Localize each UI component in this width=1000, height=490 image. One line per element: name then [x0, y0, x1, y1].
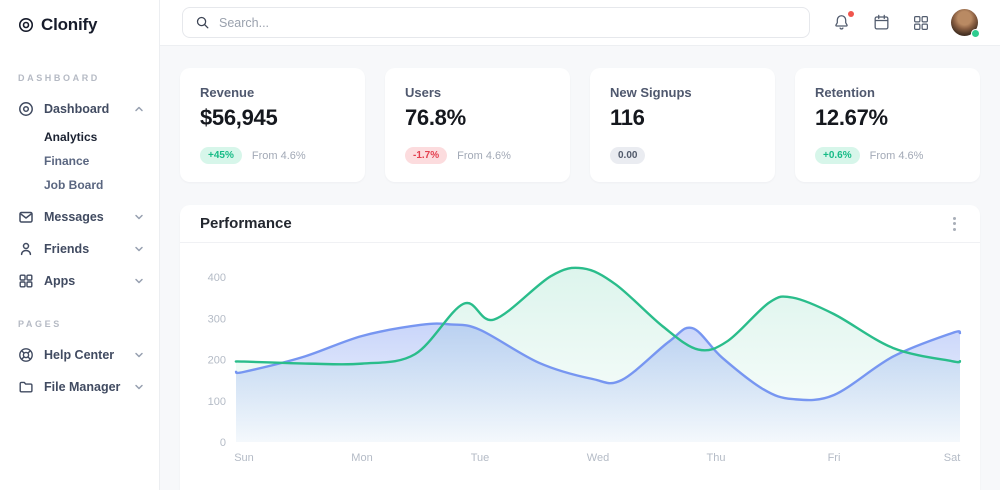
sidebar-item-label: Help Center — [44, 348, 115, 362]
lifebuoy-icon — [19, 348, 33, 362]
calendar-button[interactable] — [872, 13, 891, 32]
performance-card: Performance 0 100 200 300 400 Sun Mon Tue Wed Thu… — [180, 205, 980, 490]
notification-dot — [848, 11, 854, 17]
stat-card-title: Users — [405, 85, 442, 100]
stat-card-new-signups: New Signups 116 0.00 — [590, 68, 775, 182]
sidebar-item-dashboard[interactable]: Dashboard — [0, 93, 159, 125]
chevron-down-icon — [133, 243, 145, 255]
sidebar-item-help-center[interactable]: Help Center — [0, 339, 159, 371]
stat-badge: -1.7% — [405, 147, 448, 164]
dashboard-submenu: Analytics Finance Job Board — [0, 125, 159, 197]
stat-badge: +0.6% — [815, 147, 860, 164]
user-avatar[interactable] — [951, 9, 980, 38]
stat-card-retention: Retention 12.67% +0.6% From 4.6% — [795, 68, 980, 182]
stat-card-value: 116 — [610, 105, 645, 130]
svg-text:100: 100 — [208, 396, 226, 408]
stat-card-value: 76.8% — [405, 105, 466, 130]
apps-launcher-button[interactable] — [912, 14, 930, 32]
calendar-icon — [874, 14, 889, 30]
svg-text:Mon: Mon — [351, 452, 372, 464]
stat-card-value: 12.67% — [815, 105, 888, 130]
svg-text:200: 200 — [208, 355, 226, 367]
sidebar: Clonify DASHBOARD Dashboard Analytics Fi… — [0, 0, 160, 490]
svg-text:Thu: Thu — [707, 452, 726, 464]
section-label-pages: PAGES — [18, 319, 62, 329]
stat-card-title: Retention — [815, 85, 875, 100]
dashboard-target-icon — [19, 102, 33, 116]
svg-text:0: 0 — [220, 437, 226, 449]
chevron-down-icon — [133, 349, 145, 361]
kebab-menu-icon[interactable] — [949, 213, 960, 235]
sidebar-item-file-manager[interactable]: File Manager — [0, 371, 159, 403]
search-box[interactable] — [182, 7, 810, 38]
sidebar-item-label: File Manager — [44, 380, 121, 394]
stat-card-revenue: Revenue $56,945 +45% From 4.6% — [180, 68, 365, 182]
stat-badge: +45% — [200, 147, 242, 164]
stat-card-title: Revenue — [200, 85, 255, 100]
chart-title: Performance — [200, 215, 292, 232]
svg-text:Fri: Fri — [828, 452, 841, 464]
online-status-dot — [971, 29, 980, 38]
sidebar-item-label: Messages — [44, 210, 104, 224]
stat-badge: 0.00 — [610, 147, 646, 164]
sidebar-item-label: Dashboard — [44, 102, 110, 116]
grid-icon — [19, 274, 33, 288]
chevron-down-icon — [133, 381, 145, 393]
logo-text: Clonify — [41, 15, 98, 34]
stat-card-title: New Signups — [610, 85, 692, 100]
notifications-button[interactable] — [832, 11, 854, 32]
bell-icon — [835, 15, 848, 30]
stat-card-value: $56,945 — [200, 105, 278, 130]
chevron-down-icon — [133, 275, 145, 287]
stat-card-users: Users 76.8% -1.7% From 4.6% — [385, 68, 570, 182]
chevron-down-icon — [133, 211, 145, 223]
svg-text:Sat: Sat — [944, 452, 961, 464]
search-input[interactable] — [219, 15, 797, 30]
stat-note: From 4.6% — [457, 149, 511, 162]
sidebar-item-friends[interactable]: Friends — [0, 233, 159, 265]
envelope-icon — [19, 211, 33, 223]
apps-icon — [914, 15, 928, 30]
performance-chart: 0 100 200 300 400 Sun Mon Tue Wed Thu Fri Sat — [208, 266, 962, 464]
person-icon — [20, 242, 32, 256]
sidebar-subitem-job-board[interactable]: Job Board — [44, 178, 104, 192]
logo[interactable]: Clonify — [0, 14, 159, 36]
search-icon — [196, 16, 209, 29]
svg-text:Wed: Wed — [587, 452, 609, 464]
sidebar-item-label: Friends — [44, 242, 90, 256]
folder-icon — [19, 381, 33, 393]
main-content: Revenue $56,945 +45% From 4.6% Users 76.… — [160, 46, 1000, 490]
sidebar-nav: Dashboard Analytics Finance Job Board Me… — [0, 93, 159, 297]
sidebar-nav-pages: Help Center File Manager — [0, 339, 159, 403]
svg-text:400: 400 — [208, 272, 226, 284]
svg-text:Sun: Sun — [234, 452, 254, 464]
svg-text:Tue: Tue — [471, 452, 490, 464]
sidebar-subitem-analytics[interactable]: Analytics — [44, 130, 98, 144]
sidebar-item-messages[interactable]: Messages — [0, 201, 159, 233]
topbar — [160, 0, 1000, 46]
stat-cards-row: Revenue $56,945 +45% From 4.6% Users 76.… — [180, 68, 980, 182]
stat-note: From 4.6% — [251, 149, 306, 162]
sidebar-subitem-finance[interactable]: Finance — [44, 154, 90, 168]
stat-note: From 4.6% — [869, 149, 924, 162]
svg-text:300: 300 — [208, 313, 226, 325]
chevron-up-icon — [133, 103, 145, 115]
sidebar-item-apps[interactable]: Apps — [0, 265, 159, 297]
section-label-dashboard: DASHBOARD — [18, 73, 100, 83]
sidebar-item-label: Apps — [44, 274, 76, 288]
logo-icon — [18, 17, 34, 33]
